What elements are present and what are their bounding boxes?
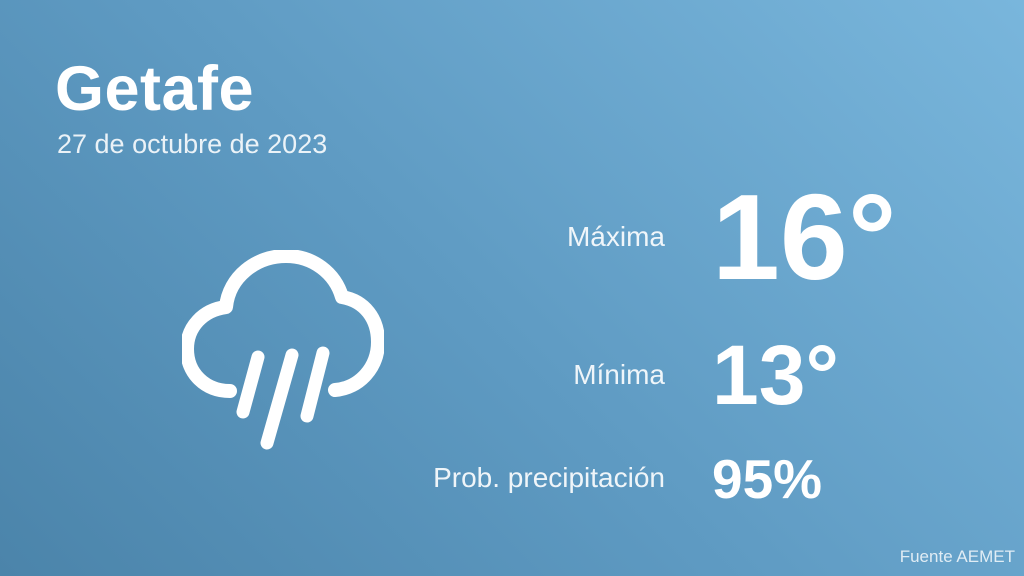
precipitation-probability-label: Prob. precipitación [433, 462, 665, 493]
precipitation-probability-value: 95% [712, 448, 823, 510]
date-text: 27 de octubre de 2023 [57, 129, 328, 159]
min-temp-label: Mínima [573, 359, 665, 390]
city-title: Getafe [55, 54, 255, 124]
max-temp-label: Máxima [566, 221, 665, 252]
min-temp-value: 13° [712, 328, 840, 422]
source-attribution: Fuente AEMET [899, 547, 1015, 567]
rain-cloud-icon [180, 249, 385, 454]
max-temp-value: 16° [712, 169, 897, 305]
